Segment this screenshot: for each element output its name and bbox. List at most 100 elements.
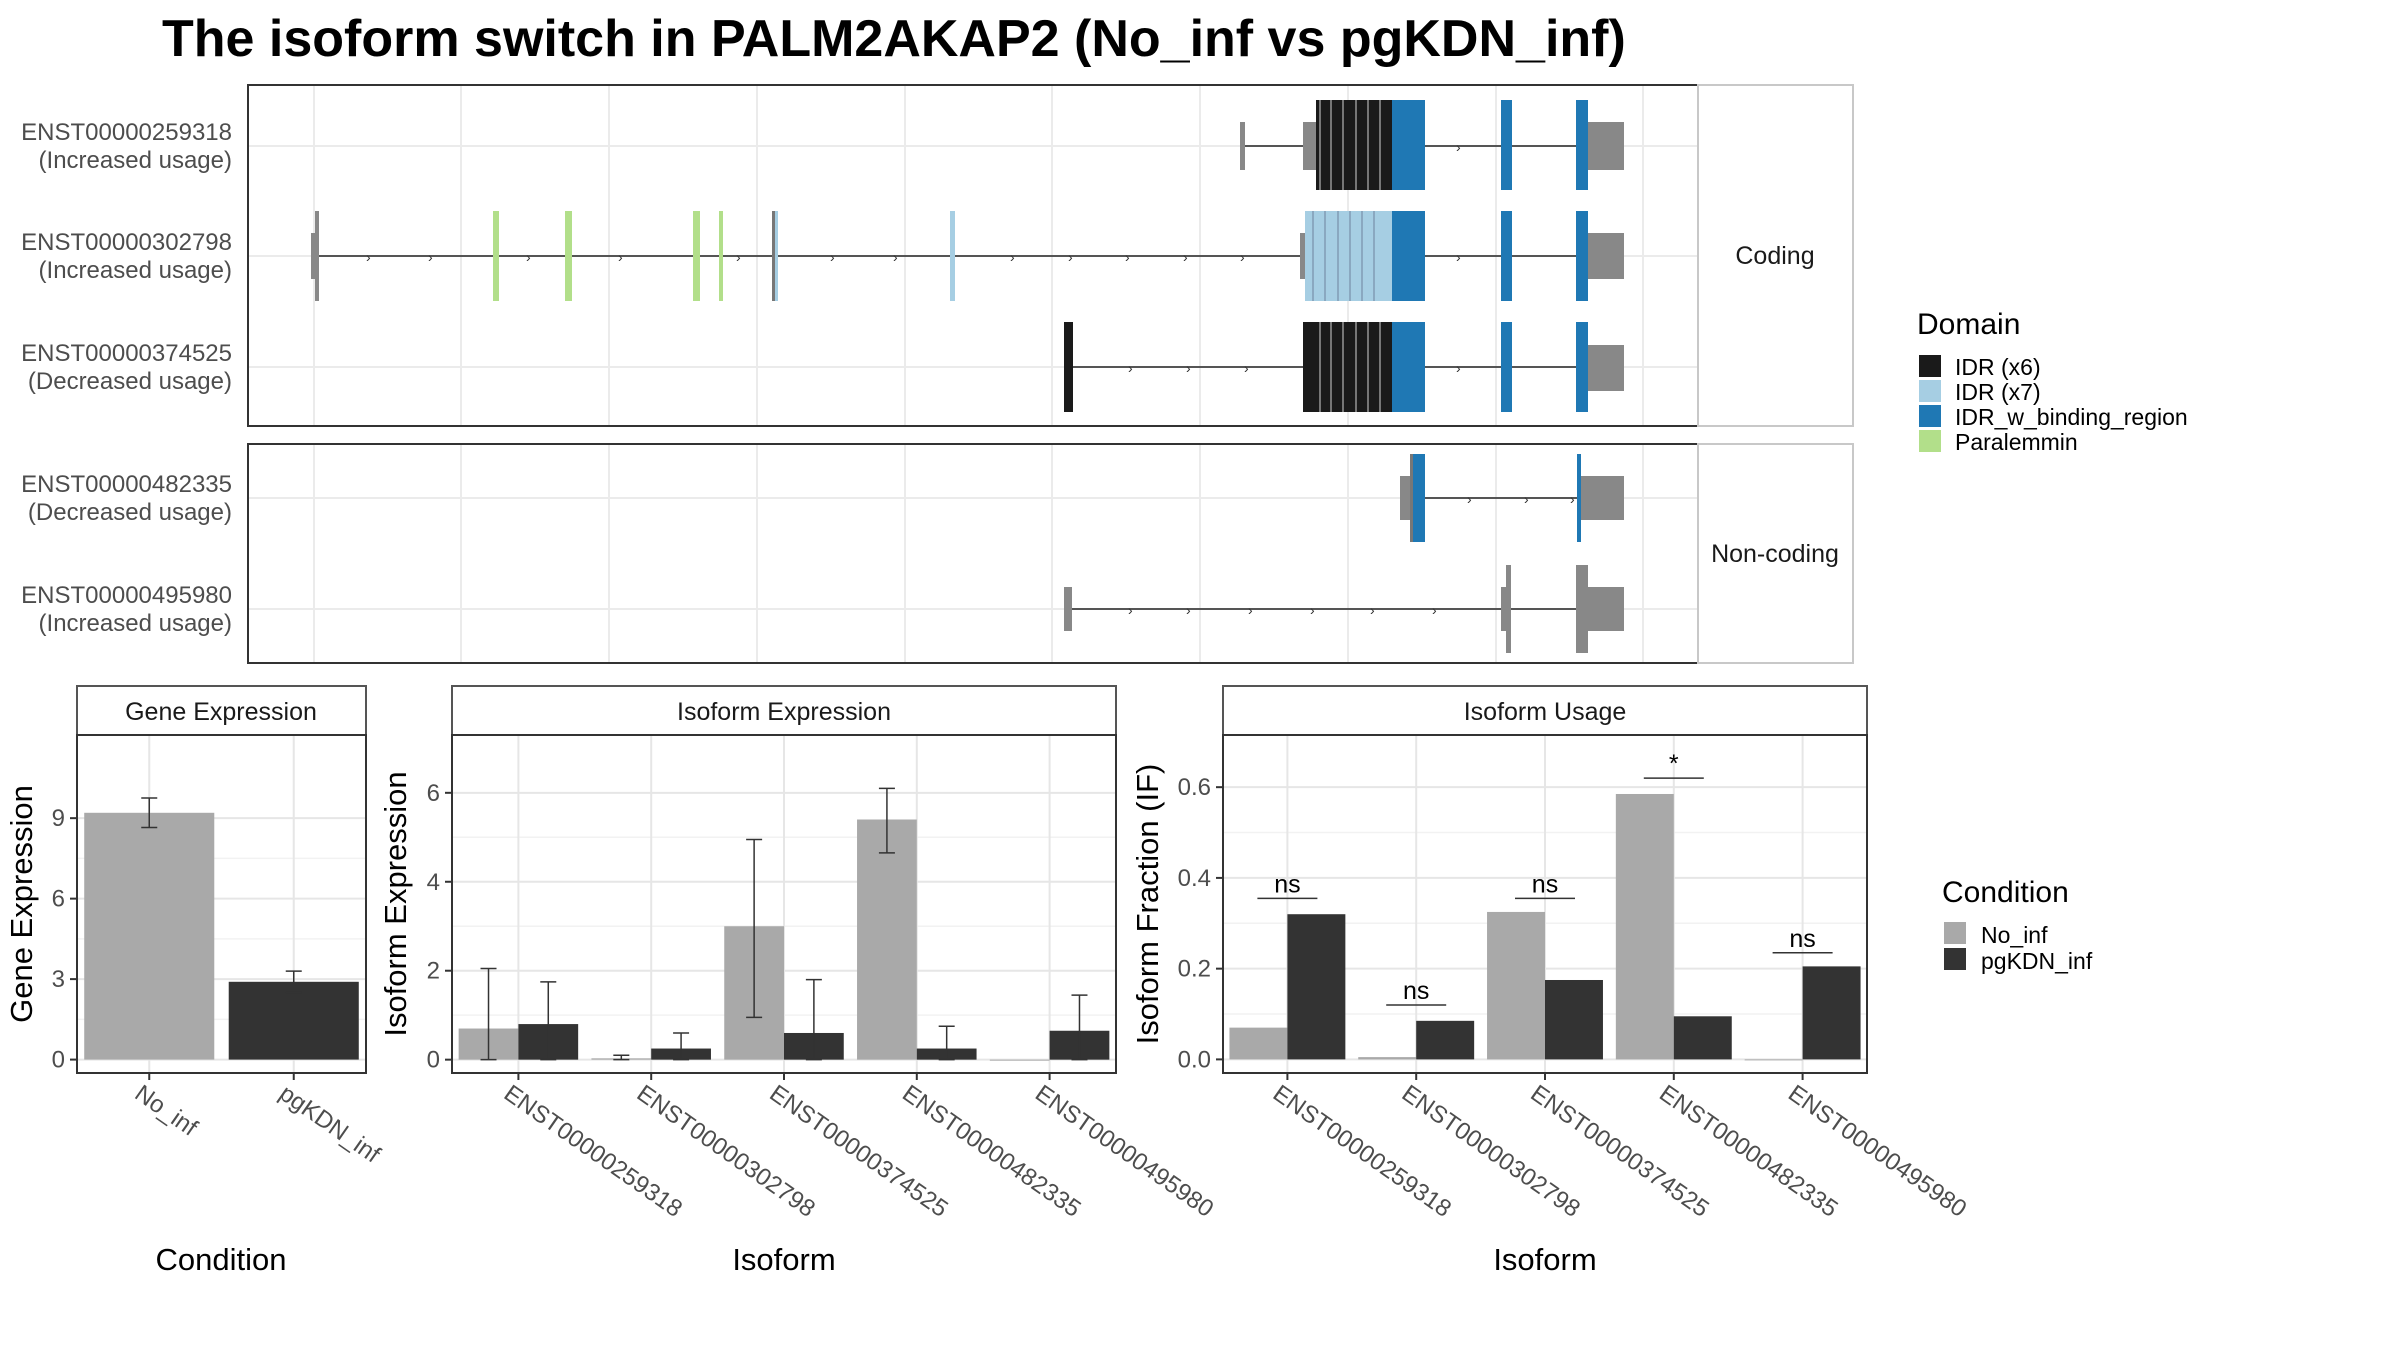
gene-expr-marks bbox=[84, 797, 359, 1060]
exon-edge bbox=[772, 211, 775, 301]
y-tick-label: 0.4 bbox=[1178, 865, 1211, 892]
noncoding-strip-label: Non-coding bbox=[1711, 540, 1839, 568]
idr-separators bbox=[1319, 100, 1381, 190]
utr-exon bbox=[315, 211, 319, 301]
y-tick-label: 0.2 bbox=[1178, 956, 1211, 983]
legend-swatch-idr-binding bbox=[1919, 405, 1941, 427]
iso-usage-strip-title: Isoform Usage bbox=[1464, 698, 1627, 726]
gene-expr-y-axis-title: Gene Expression bbox=[4, 785, 39, 1023]
utr-exon bbox=[1240, 122, 1245, 170]
idr-binding-domain bbox=[1576, 211, 1588, 301]
y-tick-label: 2 bbox=[427, 958, 440, 985]
y-tick-label: 0 bbox=[52, 1047, 65, 1074]
idr-domain bbox=[1064, 322, 1073, 412]
y-tick-label: 0.6 bbox=[1178, 774, 1211, 801]
svg-text:›: › bbox=[1068, 249, 1073, 265]
svg-text:›: › bbox=[1432, 602, 1437, 618]
idr-binding-domain bbox=[1413, 454, 1425, 542]
transcript-labels: ENST00000259318 (Increased usage) ENST00… bbox=[21, 119, 232, 637]
utr-exon bbox=[1064, 587, 1072, 631]
bar-ENST00000374525-pgKDN_inf bbox=[1545, 979, 1603, 1060]
transcript-usage-label: (Increased usage) bbox=[39, 610, 232, 637]
utr-exon bbox=[1400, 476, 1413, 520]
paralemmin-domain bbox=[493, 211, 499, 301]
condition-legend-title: Condition bbox=[1942, 876, 2069, 909]
idr-x7-separators bbox=[1312, 211, 1375, 301]
bar-ENST00000482335-pgKDN_inf bbox=[1673, 1016, 1732, 1060]
legend-label: IDR (x6) bbox=[1955, 354, 2041, 380]
transcript-usage-label: (Decreased usage) bbox=[28, 368, 232, 395]
idr-binding-domain bbox=[1577, 454, 1581, 542]
bar-ENST00000374525-No_inf bbox=[1487, 911, 1545, 1060]
svg-text:›: › bbox=[1456, 249, 1461, 265]
bar-ENST00000302798-No_inf bbox=[1358, 1057, 1417, 1060]
transcript-usage-label: (Decreased usage) bbox=[28, 499, 232, 526]
condition-legend: Condition No_inf pgKDN_inf bbox=[1942, 876, 2093, 974]
iso-expr-x-axis-title: Isoform bbox=[732, 1242, 835, 1277]
transcript-ENST00000302798: › › › › › › › › › › › › › bbox=[311, 211, 1624, 301]
domain-legend-title: Domain bbox=[1917, 308, 2020, 341]
svg-text:›: › bbox=[736, 249, 741, 265]
legend-label: IDR (x7) bbox=[1955, 379, 2041, 405]
legend-label: No_inf bbox=[1981, 922, 2048, 948]
transcript-ENST00000495980: › › › › › › bbox=[1064, 565, 1624, 653]
y-tick-label: 9 bbox=[52, 805, 65, 832]
svg-text:›: › bbox=[1570, 491, 1575, 507]
bar-ENST00000482335-No_inf bbox=[1615, 793, 1674, 1060]
iso-expr-strip-title: Isoform Expression bbox=[677, 698, 891, 726]
svg-text:›: › bbox=[1125, 249, 1130, 265]
iso-usage-y-ticks: 0.0 0.2 0.4 0.6 bbox=[1178, 774, 1223, 1073]
svg-text:›: › bbox=[428, 249, 433, 265]
svg-text:›: › bbox=[1186, 360, 1191, 376]
utr-exon bbox=[1588, 233, 1624, 279]
utr-exon bbox=[1506, 565, 1511, 653]
svg-text:›: › bbox=[1183, 249, 1188, 265]
noncoding-strip bbox=[1697, 443, 1854, 664]
idr-x7-domain bbox=[950, 211, 955, 301]
svg-text:›: › bbox=[1128, 602, 1133, 618]
bar-ENST00000482335-No_inf bbox=[857, 819, 917, 1060]
legend-swatch-paralemmin bbox=[1919, 430, 1941, 452]
svg-text:›: › bbox=[1244, 360, 1249, 376]
exon-edge bbox=[1410, 454, 1413, 542]
svg-text:›: › bbox=[618, 249, 623, 265]
isoform-usage-panel: Isoform Usage ns ns ns * ns 0.0 0.2 0.4 0.6 ENS… bbox=[1130, 685, 1971, 1277]
legend-swatch-idr-x6 bbox=[1919, 355, 1941, 377]
coding-strip bbox=[1697, 84, 1854, 427]
intron-arrows: › › › › bbox=[1128, 360, 1461, 376]
iso-usage-y-axis-title: Isoform Fraction (IF) bbox=[1130, 764, 1165, 1045]
iso-usage-marks bbox=[1229, 793, 1861, 1061]
utr-exon bbox=[311, 233, 316, 279]
idr-binding-domain bbox=[1501, 211, 1512, 301]
y-tick-label: 0.0 bbox=[1178, 1046, 1211, 1073]
gene-expr-strip bbox=[76, 685, 367, 736]
x-tick-label: pgKDN_inf bbox=[274, 1080, 385, 1169]
iso-usage-strip bbox=[1222, 685, 1868, 736]
utr-exon bbox=[1576, 565, 1588, 653]
idr-x7-domain bbox=[1305, 211, 1392, 301]
gene-expr-y-ticks: 0 3 6 9 bbox=[52, 805, 77, 1074]
transcript-id-label: ENST00000302798 bbox=[21, 229, 232, 256]
y-tick-label: 0 bbox=[427, 1047, 440, 1074]
svg-text:›: › bbox=[526, 249, 531, 265]
legend-swatch-idr-x7 bbox=[1919, 380, 1941, 402]
noncoding-panel-border bbox=[247, 443, 1699, 664]
utr-exon bbox=[1581, 476, 1624, 520]
bar-ENST00000495980-pgKDN_inf bbox=[1802, 966, 1861, 1060]
transcript-structure-panel: Coding › bbox=[21, 84, 1854, 664]
bar-ENST00000495980-No_inf bbox=[989, 1059, 1050, 1061]
svg-text:›: › bbox=[893, 249, 898, 265]
significance-label: * bbox=[1669, 750, 1679, 778]
facet-coding: Coding › bbox=[247, 84, 1854, 427]
intron-arrows: › › › › › › › › › › › › › bbox=[366, 249, 1461, 265]
gene-expr-x-axis-title: Condition bbox=[156, 1242, 287, 1277]
utr-exon bbox=[1300, 233, 1305, 279]
svg-text:›: › bbox=[1248, 602, 1253, 618]
svg-text:›: › bbox=[1467, 491, 1472, 507]
bar-No_inf bbox=[84, 812, 215, 1060]
svg-text:›: › bbox=[1010, 249, 1015, 265]
paralemmin-domain bbox=[693, 211, 700, 301]
iso-usage-x-axis-title: Isoform bbox=[1493, 1242, 1596, 1277]
iso-expr-x-ticks: ENST00000259318ENST00000302798ENST000003… bbox=[499, 1073, 1218, 1223]
